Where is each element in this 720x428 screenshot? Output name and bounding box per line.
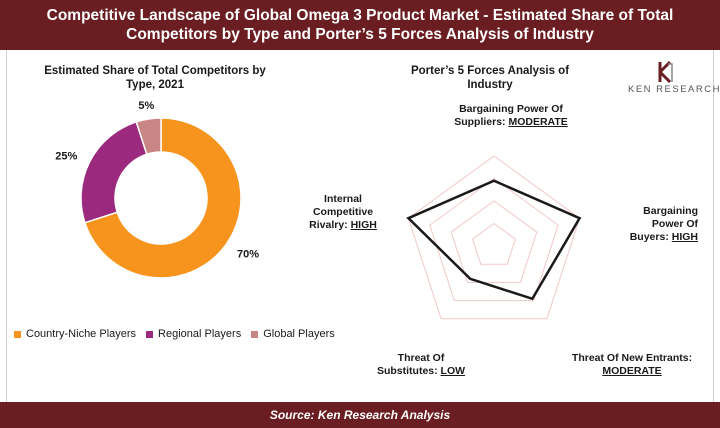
donut-title-line-2: Type, 2021 [126,79,184,91]
force-buyers-level: HIGH [671,231,698,243]
force-substitutes-line-1: Threat Of [397,352,445,364]
legend-swatch-global [251,330,259,338]
force-rivalry-line-2: Competitive [312,206,374,218]
force-new-entrants: Threat Of New Entrants: MODERATE [562,352,702,378]
radar-title-line-2: Industry [467,79,513,91]
radar-grid-ring [429,177,559,302]
radar-chart-title: Porter’s 5 Forces Analysis of Industry [380,64,600,92]
legend-item-country-niche: Country-Niche Players [14,328,136,340]
data-label-global: 5% [138,100,154,112]
data-label-regional: 25% [55,150,77,162]
ken-research-logo-icon [658,60,673,84]
radar-series-line [406,179,582,301]
radar-grid-ring [450,200,538,283]
content-frame [6,50,714,402]
donut-title-line-1: Estimated Share of Total Competitors by [44,65,266,77]
data-label-country-niche: 70% [237,248,259,260]
force-buyers-line-1: Bargaining [643,205,698,217]
donut-legend: Country-Niche Players Regional Players G… [14,328,345,340]
force-buyers-line-2: Power Of [651,218,698,230]
header-title-line-1: Competitive Landscape of Global Omega 3 … [46,7,674,24]
legend-label-regional: Regional Players [158,328,242,340]
force-rivalry-line-3: Rivalry: [309,219,348,231]
force-rivalry: Internal Competitive Rivalry: HIGH [300,193,386,232]
legend-swatch-country-niche [14,330,21,338]
force-rivalry-level: HIGH [350,219,377,231]
force-substitutes-level: LOW [440,365,466,377]
force-new-entrants-level: MODERATE [602,365,662,377]
force-rivalry-line-1: Internal [324,193,362,205]
header-title-line-2: Competitors by Type and Porter’s 5 Force… [126,26,594,43]
legend-item-global: Global Players [251,328,335,340]
legend-item-regional: Regional Players [146,328,241,340]
force-buyers: Bargaining Power Of Buyers: HIGH [618,205,698,244]
force-substitutes: Threat Of Substitutes: LOW [366,352,476,378]
force-substitutes-line-2: Substitutes: [376,365,438,377]
logo-text: KEN RESEARCH [628,84,720,95]
force-buyers-line-3: Buyers: [629,231,669,243]
donut-chart-title: Estimated Share of Total Competitors by … [30,64,280,92]
legend-label-global: Global Players [263,328,335,340]
radar-grid-ring [472,222,516,265]
radar-grid-ring [407,155,581,320]
report-header: Competitive Landscape of Global Omega 3 … [0,0,720,50]
radar-title-line-1: Porter’s 5 Forces Analysis of [410,65,570,77]
force-suppliers-line-1: Bargaining Power Of [459,103,563,115]
force-new-entrants-line-1: Threat Of New Entrants: [571,352,693,364]
force-suppliers: Bargaining Power Of Suppliers: MODERATE [446,103,576,129]
slice-global [135,117,162,156]
force-suppliers-level: MODERATE [508,116,568,128]
slice-country-niche [83,117,242,279]
legend-label-country-niche: Country-Niche Players [26,328,137,340]
source-footer: Source: Ken Research Analysis [0,402,720,428]
force-suppliers-line-2: Suppliers: [454,116,506,128]
legend-swatch-regional [146,330,154,338]
